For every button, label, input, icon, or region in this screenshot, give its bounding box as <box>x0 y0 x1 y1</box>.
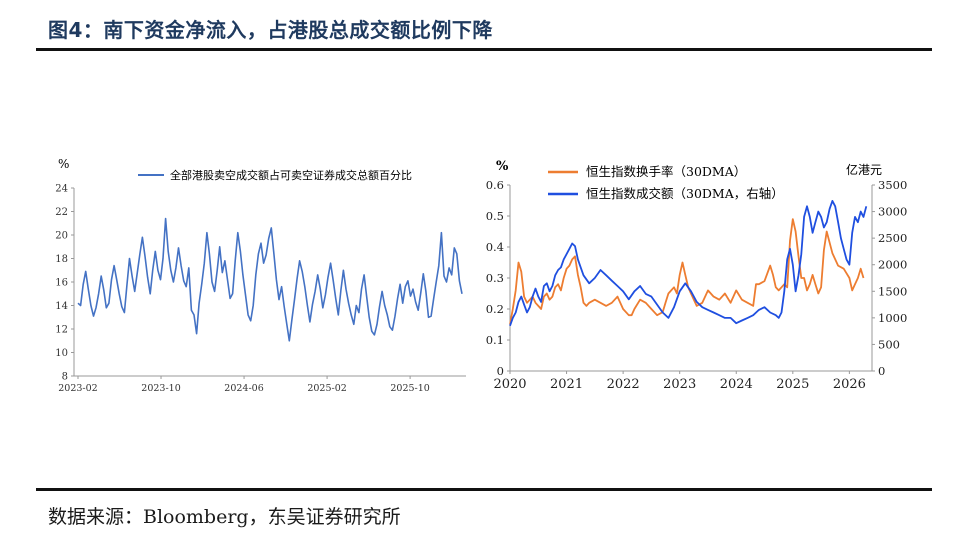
right-series-group <box>509 200 868 327</box>
left-x-tick-label: 2025-10 <box>390 383 429 394</box>
right-left-unit-label: % <box>496 159 509 174</box>
short-selling-chart: % 全部港股卖空成交额占可卖空证券成交总额百分比 8 10 12 14 16 18 20 22… <box>55 157 466 394</box>
left-y-tick-label: 24 <box>55 184 68 195</box>
right-right-y-tick-label: 2000 <box>878 258 907 272</box>
volume-legend-label: 恒生指数成交额（30DMA，右轴） <box>586 186 784 201</box>
left-y-tick-label: 12 <box>55 325 68 336</box>
left-y-tick-label: 22 <box>55 207 68 218</box>
right-left-y-tick-label: 0.4 <box>486 240 504 254</box>
left-x-tick-label: 2025-02 <box>307 383 346 394</box>
left-unit-label: % <box>58 157 69 171</box>
left-y-tick-label: 20 <box>55 231 68 242</box>
right-left-y-tick-label: 0.1 <box>486 333 504 347</box>
left-x-tick-label: 2023-02 <box>58 383 97 394</box>
left-y-tick-label: 8 <box>62 372 68 383</box>
right-x-tick-label: 2022 <box>607 377 640 392</box>
right-right-y-tick-label: 500 <box>878 337 900 351</box>
right-right-y-tick-label: 1500 <box>878 284 907 298</box>
left-y-tick-label: 10 <box>55 348 68 359</box>
right-right-y-tick-label: 2500 <box>878 231 907 245</box>
left-legend-label: 全部港股卖空成交额占可卖空证券成交总额百分比 <box>170 168 412 182</box>
bottom-rule <box>36 488 932 491</box>
right-right-y-tick-label: 3000 <box>878 205 907 219</box>
turnover-line <box>509 218 865 325</box>
short-selling-line <box>77 217 463 342</box>
right-x-tick-label: 2025 <box>776 377 809 392</box>
right-right-y-tick-label: 1000 <box>878 311 907 325</box>
turnover-legend-label: 恒生指数换手率（30DMA） <box>586 164 746 179</box>
right-right-unit-label: 亿港元 <box>846 162 882 177</box>
left-series-group <box>77 217 463 342</box>
right-left-y-tick-label: 0.2 <box>486 302 504 316</box>
volume-line <box>509 200 868 327</box>
right-x-tick-label: 2021 <box>550 377 583 392</box>
right-x-tick-label: 2024 <box>720 377 753 392</box>
left-y-tick-label: 18 <box>55 254 68 265</box>
left-x-tick-label: 2024-06 <box>224 383 263 394</box>
right-left-y-tick-label: 0.5 <box>486 209 504 223</box>
right-right-y-tick-label: 0 <box>878 364 885 378</box>
left-y-tick-label: 16 <box>55 278 68 289</box>
right-left-y-tick-label: 0.3 <box>486 271 504 285</box>
left-axes: 8 10 12 14 16 18 20 22 24 2023-02 2023-10 2024-06 20… <box>55 184 466 394</box>
top-rule <box>36 48 932 51</box>
right-x-tick-label: 2023 <box>663 377 696 392</box>
right-left-y-tick-label: 0 <box>497 364 504 378</box>
source-note: 数据来源：Bloomberg，东吴证券研究所 <box>48 506 401 528</box>
left-y-tick-label: 14 <box>55 301 68 312</box>
right-x-tick-label: 2026 <box>833 377 866 392</box>
right-right-y-tick-label: 3500 <box>878 178 907 192</box>
left-x-tick-label: 2023-10 <box>141 383 180 394</box>
figure-title: 图4：南下资金净流入，占港股总成交额比例下降 <box>48 18 493 42</box>
hsi-turnover-chart: % 亿港元 恒生指数换手率（30DMA） 恒生指数成交额（30DMA，右轴） 0… <box>486 159 908 392</box>
right-x-tick-label: 2020 <box>493 377 526 392</box>
right-axes: 0 0.1 0.2 0.3 0.4 0.5 0.6 0 500 1000 1500 2000 2500 3… <box>486 178 908 392</box>
right-left-y-tick-label: 0.6 <box>486 178 504 192</box>
